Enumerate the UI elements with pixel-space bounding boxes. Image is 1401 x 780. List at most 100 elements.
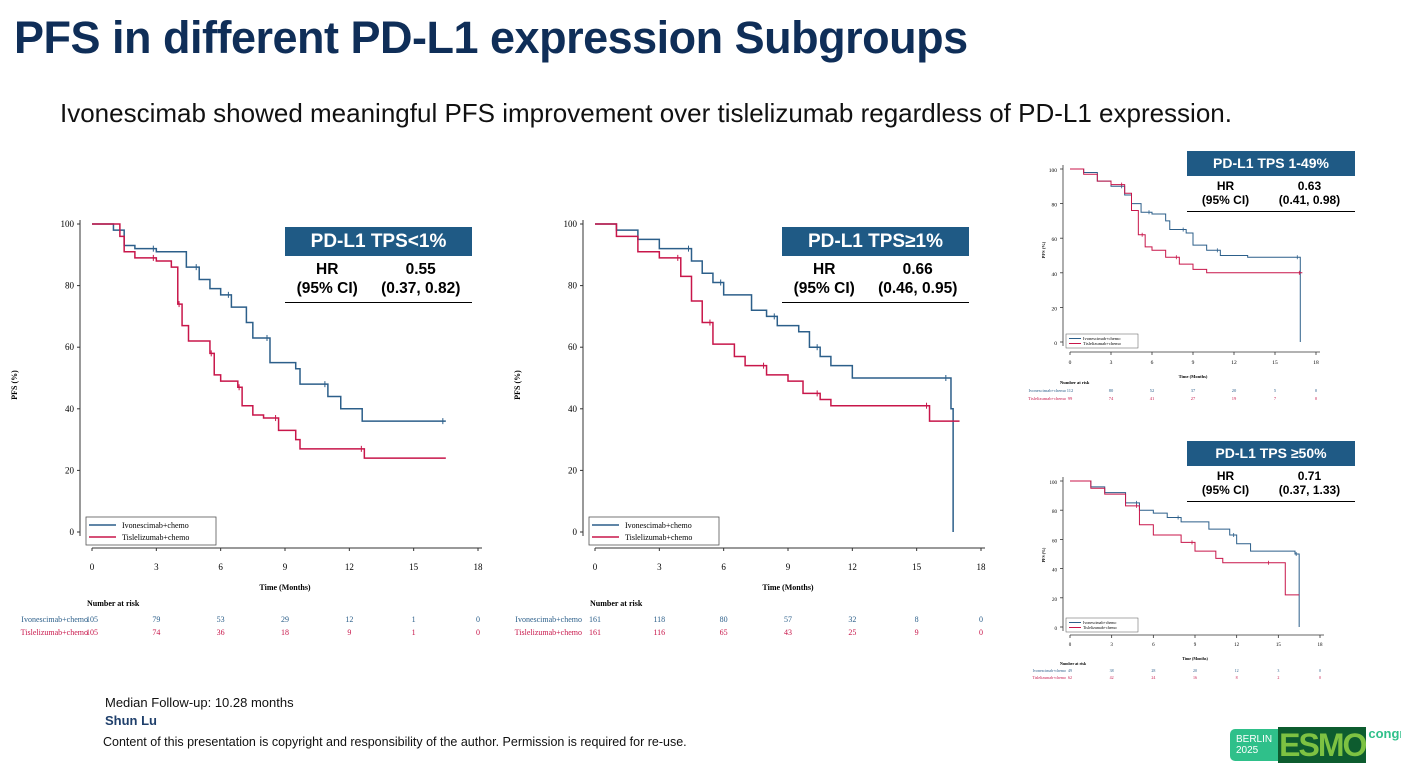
y-tick-label: 40 — [1052, 272, 1058, 278]
hr-label: HR — [1216, 469, 1235, 483]
y-axis-label: PFS (%) — [513, 370, 522, 400]
risk-count: 0 — [979, 628, 983, 637]
x-tick-label: 6 — [218, 562, 223, 572]
hr-box-title: PD-L1 TPS<1% — [285, 227, 472, 256]
km-curve-ivo — [1070, 480, 1300, 627]
hr-value: 0.71 — [1297, 469, 1322, 483]
legend-label: Tislelizumab+chemo — [122, 533, 189, 542]
km-curve-ivo — [595, 223, 954, 532]
km-curve-tisl — [595, 223, 960, 422]
y-axis-label: PFS (%) — [1041, 547, 1046, 562]
hr-box-tps-ge50: PD-L1 TPS ≥50% HR (95% CI) 0.71 (0.37, 1.33… — [1187, 441, 1355, 502]
risk-count: 7 — [1274, 396, 1277, 401]
legend-box — [1065, 617, 1139, 633]
risk-count: 99 — [1068, 396, 1073, 401]
y-axis-label: PFS (%) — [10, 370, 19, 400]
hr-value: 0.55 — [405, 261, 436, 278]
y-tick-label: 100 — [61, 219, 75, 229]
x-tick-label: 0 — [90, 562, 95, 572]
risk-count: 8 — [915, 615, 919, 624]
x-tick-label: 15 — [1276, 643, 1282, 648]
risk-count: 74 — [152, 628, 160, 637]
risk-row-label: Tislelizumab+chemo — [21, 628, 88, 637]
x-tick-label: 12 — [1234, 643, 1240, 648]
x-tick-label: 18 — [1313, 360, 1319, 366]
km-curve-tisl — [92, 223, 446, 459]
x-tick-label: 3 — [1110, 643, 1113, 648]
risk-count: 25 — [848, 628, 856, 637]
hr-box-title: PD-L1 TPS ≥50% — [1187, 441, 1355, 466]
risk-count: 9 — [347, 628, 351, 637]
x-tick-label: 9 — [1192, 360, 1195, 366]
risk-table-title: Number at risk — [590, 599, 643, 608]
risk-row-label: Ivonescimab+chemo — [21, 615, 88, 624]
y-tick-label: 20 — [65, 465, 75, 475]
x-axis-label: Time (Months) — [1179, 374, 1208, 379]
median-followup: Median Follow-up: 10.28 months — [105, 695, 294, 710]
slide-title: PFS in different PD-L1 expression Subgro… — [14, 12, 968, 63]
ci-label: (95% CI) — [296, 280, 358, 297]
hr-label: HR — [1216, 179, 1235, 193]
risk-count: 43 — [784, 628, 792, 637]
x-tick-label: 18 — [1318, 643, 1324, 648]
risk-row-label: Tislelizumab+chemo — [515, 628, 582, 637]
x-tick-label: 12 — [848, 562, 857, 572]
risk-count: 52 — [1150, 388, 1155, 393]
risk-count: 62 — [1068, 675, 1072, 680]
risk-count: 8 — [1236, 675, 1238, 680]
legend-label: Ivonescimab+chemo — [625, 521, 692, 530]
y-tick-label: 60 — [1052, 237, 1058, 243]
ci-label: (95% CI) — [1201, 483, 1250, 497]
y-axis-label: PFS (%) — [1041, 241, 1046, 258]
y-tick-label: 100 — [1049, 168, 1058, 174]
y-tick-label: 20 — [1052, 306, 1058, 312]
x-tick-label: 15 — [409, 562, 419, 572]
risk-count: 5 — [1274, 388, 1277, 393]
logo-year: 2025 — [1236, 745, 1259, 756]
risk-table-title: Number at risk — [1060, 380, 1090, 385]
risk-count: 57 — [784, 615, 792, 624]
x-tick-label: 3 — [1110, 360, 1113, 366]
hr-label: HR — [316, 261, 339, 278]
y-tick-label: 20 — [568, 465, 578, 475]
slide-subtitle: Ivonescimab showed meaningful PFS improv… — [60, 98, 1232, 128]
legend-box — [85, 516, 217, 546]
risk-count: 105 — [86, 628, 98, 637]
risk-count: 112 — [1067, 388, 1074, 393]
risk-table-title: Number at risk — [1060, 661, 1087, 666]
hr-box-tps-1-49: PD-L1 TPS 1-49% HR (95% CI) 0.63 (0.41, 0.9… — [1187, 151, 1355, 212]
x-tick-label: 3 — [657, 562, 662, 572]
y-tick-label: 0 — [573, 527, 578, 537]
x-tick-label: 6 — [1151, 360, 1154, 366]
hr-box-title: PD-L1 TPS≥1% — [782, 227, 969, 256]
risk-count: 0 — [476, 628, 480, 637]
x-axis-label: Time (Months) — [1182, 656, 1208, 661]
y-tick-label: 40 — [1052, 569, 1058, 574]
legend-label: Ivonescimab+chemo — [1083, 620, 1116, 625]
risk-count: 24 — [1151, 675, 1155, 680]
x-tick-label: 15 — [912, 562, 922, 572]
risk-count: 20 — [1232, 388, 1237, 393]
x-tick-label: 0 — [1069, 643, 1072, 648]
risk-count: 0 — [1319, 668, 1321, 673]
risk-count: 36 — [217, 628, 225, 637]
risk-count: 3 — [1277, 668, 1279, 673]
risk-count: 18 — [281, 628, 289, 637]
hr-box-tps-ge1: PD-L1 TPS≥1% HR (95% CI) 0.66 (0.46, 0.95) — [782, 227, 969, 303]
risk-count: 1 — [412, 615, 416, 624]
hr-value: 0.66 — [902, 261, 933, 278]
risk-count: 0 — [1319, 675, 1321, 680]
y-tick-label: 40 — [65, 404, 75, 414]
risk-count: 0 — [476, 615, 480, 624]
risk-count: 49 — [1068, 668, 1072, 673]
legend-label: Tislelizumab+chemo — [625, 533, 692, 542]
risk-count: 74 — [1109, 396, 1114, 401]
risk-count: 0 — [979, 615, 983, 624]
risk-count: 116 — [653, 628, 665, 637]
risk-count: 161 — [589, 628, 601, 637]
y-tick-label: 0 — [1055, 627, 1058, 632]
y-tick-label: 80 — [65, 281, 75, 291]
risk-count: 118 — [653, 615, 665, 624]
risk-row-label: Tislelizumab+chemo — [1032, 675, 1066, 680]
x-tick-label: 3 — [154, 562, 159, 572]
